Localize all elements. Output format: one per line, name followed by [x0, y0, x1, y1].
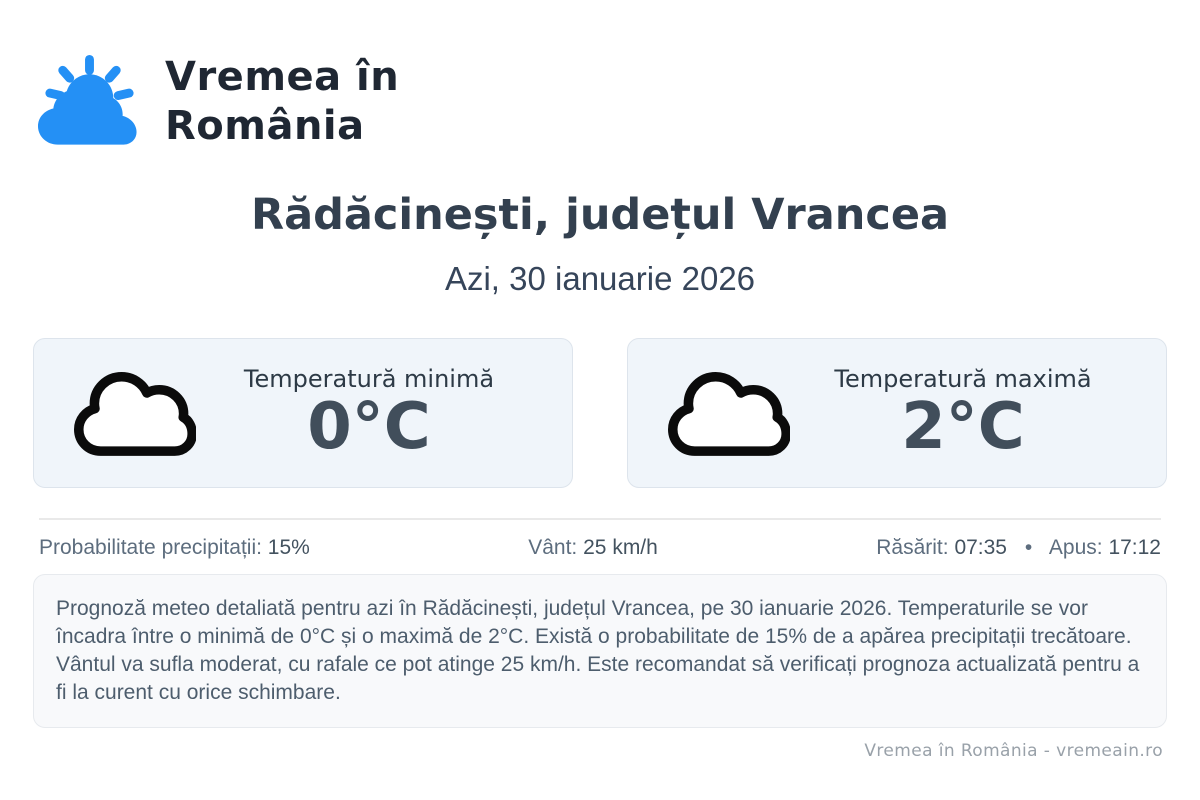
- cloud-icon: [668, 372, 790, 456]
- temperature-cards: Temperatură minimă 0°C Temperatură maxim…: [33, 338, 1167, 488]
- wind-label: Vânt:: [528, 536, 578, 559]
- min-temperature-label: Temperatură minimă: [243, 365, 495, 393]
- site-name-line1: Vremea în: [165, 54, 400, 100]
- max-temperature-label: Temperatură maximă: [834, 365, 1092, 393]
- cloud-icon: [74, 372, 196, 456]
- sunset-value: 17:12: [1108, 536, 1161, 559]
- page-title: Rădăcinești, județul Vrancea: [250, 190, 950, 240]
- max-temperature-card: Temperatură maximă 2°C: [627, 338, 1167, 488]
- site-logo: Vremea în România: [33, 50, 1167, 154]
- section-divider: [39, 518, 1161, 520]
- forecast-description: Prognoză meteo detaliată pentru azi în R…: [33, 574, 1167, 728]
- min-temperature-value: 0°C: [307, 390, 431, 464]
- date-subtitle: Azi, 30 ianuarie 2026: [444, 260, 756, 297]
- min-temperature-card: Temperatură minimă 0°C: [33, 338, 573, 488]
- wind-value: 25 km/h: [583, 536, 658, 559]
- stats-row: Probabilitate precipitații: 15% Vânt: 25…: [33, 536, 1167, 560]
- sunrise-label: Răsărit:: [876, 536, 949, 559]
- precipitation-stat: Probabilitate precipitații: 15%: [39, 536, 310, 560]
- max-temperature-text: Temperatură maximă 2°C: [790, 365, 1166, 461]
- sunrise-value: 07:35: [954, 536, 1007, 559]
- bullet-separator: •: [1024, 536, 1033, 559]
- sunset-label: Apus:: [1048, 536, 1103, 559]
- wind-stat: Vânt: 25 km/h: [528, 536, 658, 560]
- min-temperature-text: Temperatură minimă 0°C: [196, 365, 572, 461]
- precipitation-value: 15%: [267, 536, 310, 559]
- max-temperature-value: 2°C: [901, 390, 1025, 464]
- footer-credit: Vremea în România - vremeain.ro: [864, 741, 1163, 761]
- site-name: Vremea în România: [165, 53, 399, 151]
- site-name-line2: România: [165, 103, 365, 149]
- precipitation-label: Probabilitate precipitații:: [39, 536, 262, 559]
- sun-times-stat: Răsărit: 07:35 • Apus: 17:12: [876, 536, 1161, 560]
- sun-cloud-icon: [37, 54, 137, 145]
